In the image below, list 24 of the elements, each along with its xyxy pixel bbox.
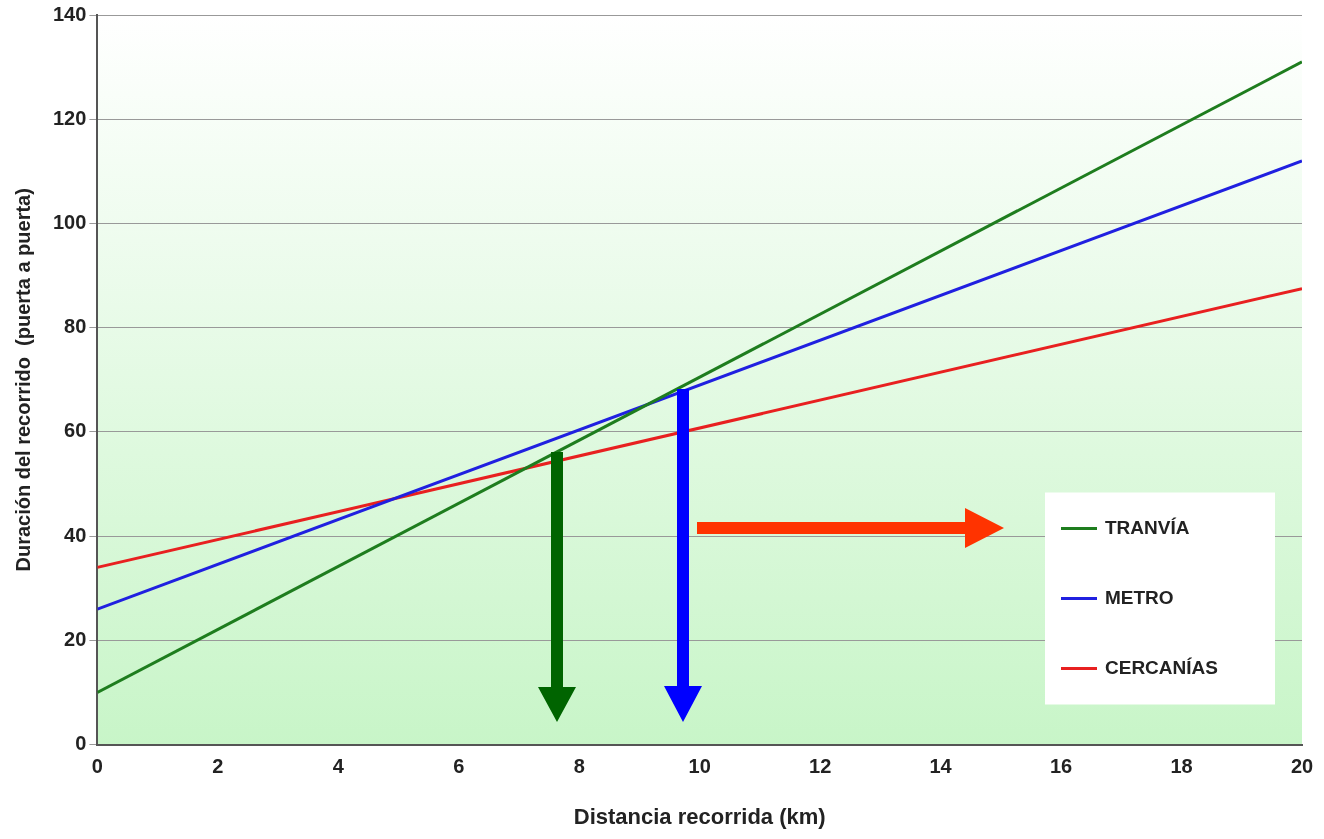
x-tick-label: 6 xyxy=(453,755,465,778)
y-tick-label: 80 xyxy=(64,315,87,338)
x-tick-label: 16 xyxy=(1049,755,1073,778)
x-tick-label: 10 xyxy=(688,755,711,778)
legend-label: METRO xyxy=(1105,586,1174,608)
y-tick-label: 60 xyxy=(64,419,87,442)
x-axis-title: Distancia recorrida (km) xyxy=(573,803,826,829)
y-tick-label: 40 xyxy=(64,523,87,546)
x-tick-label: 12 xyxy=(809,755,832,778)
x-tick-label: 0 xyxy=(91,755,103,778)
y-tick-label: 20 xyxy=(64,627,87,650)
y-axis-title: Duración del recorrido (puerta a puerta) xyxy=(11,188,34,572)
y-tick-label: 100 xyxy=(52,210,87,233)
y-tick-label: 140 xyxy=(52,2,87,25)
x-tick-label: 14 xyxy=(929,755,953,778)
x-tick-label: 18 xyxy=(1170,755,1193,778)
x-tick-label: 8 xyxy=(573,755,585,778)
x-tick-label: 4 xyxy=(332,755,345,778)
legend-label: CERCANÍAS xyxy=(1105,656,1218,678)
legend-label: TRANVÍA xyxy=(1105,516,1190,538)
x-tick-label: 2 xyxy=(212,755,224,778)
y-tick-label: 0 xyxy=(75,732,87,755)
y-tick-label: 120 xyxy=(52,106,87,129)
x-tick-label: 20 xyxy=(1290,755,1314,778)
